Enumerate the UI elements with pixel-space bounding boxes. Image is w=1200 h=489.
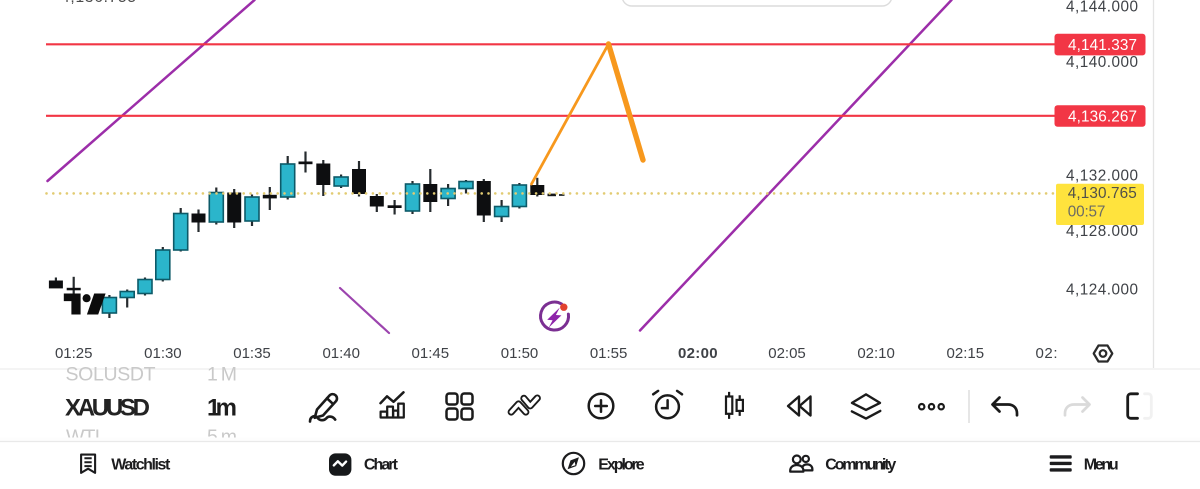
svg-text:01:40: 01:40	[322, 345, 360, 362]
svg-text:4,140.000: 4,140.000	[1066, 54, 1138, 71]
svg-text:02:00: 02:00	[678, 345, 718, 362]
svg-text:00:57: 00:57	[1068, 204, 1106, 221]
svg-text:4,136.267: 4,136.267	[1068, 108, 1137, 125]
svg-text:1m: 1m	[207, 395, 237, 422]
svg-text:01:25: 01:25	[55, 345, 93, 362]
svg-text:02:05: 02:05	[768, 345, 806, 362]
svg-text:4,124.000: 4,124.000	[1066, 281, 1138, 298]
svg-text:01:30: 01:30	[144, 345, 182, 362]
svg-text:1M: 1M	[207, 364, 237, 386]
svg-text:01:35: 01:35	[233, 345, 271, 362]
svg-text:4,132.000: 4,132.000	[1066, 168, 1138, 185]
svg-text:4,130.765: 4,130.765	[1068, 185, 1137, 202]
svg-text:XAUUSD: XAUUSD	[65, 395, 150, 422]
svg-text:4,128.000: 4,128.000	[1066, 223, 1138, 240]
svg-text:SOLUSDT: SOLUSDT	[66, 364, 156, 386]
svg-text:4,141.337: 4,141.337	[1068, 37, 1137, 54]
svg-text:01:50: 01:50	[501, 345, 539, 362]
svg-text:01:45: 01:45	[412, 345, 450, 362]
svg-text:02:: 02:	[1036, 345, 1058, 362]
svg-text:02:10: 02:10	[857, 345, 895, 362]
svg-text:4,136.755: 4,136.755	[61, 0, 136, 6]
svg-text:Chart: Chart	[364, 456, 399, 473]
svg-text:Explore: Explore	[598, 456, 644, 473]
svg-text:Community: Community	[825, 456, 896, 473]
svg-text:4,144.000: 4,144.000	[1066, 0, 1138, 15]
svg-text:Menu: Menu	[1084, 456, 1119, 473]
svg-text:01:55: 01:55	[590, 345, 628, 362]
svg-text:02:15: 02:15	[947, 345, 985, 362]
svg-text:Watchlist: Watchlist	[111, 456, 171, 473]
